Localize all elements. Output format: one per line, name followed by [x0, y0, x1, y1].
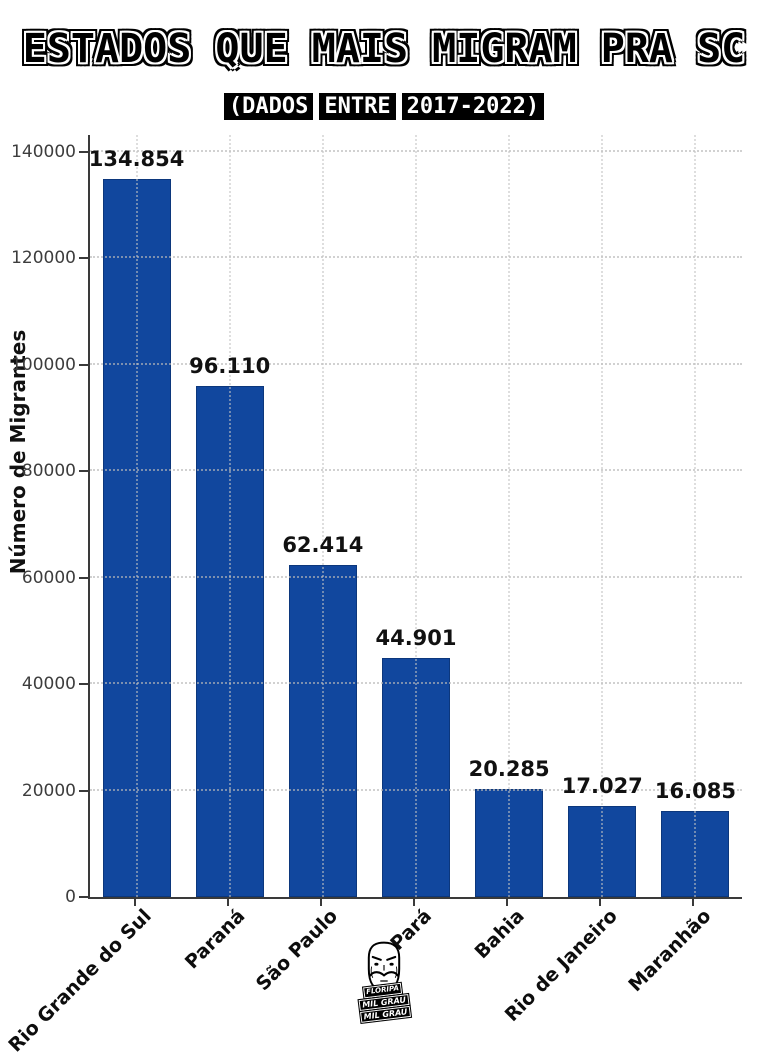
plot-area: 134.854 96.110 62.414 44.901 20.285 17.027 16.… [88, 135, 742, 899]
x-axis-label-text: Paraná [180, 905, 250, 974]
x-axis-label-text: Rio Grande do Sul [4, 905, 157, 1056]
subtitle-word-1: ENTRE [319, 93, 396, 120]
x-tick-mark [692, 899, 695, 906]
gridline-vertical [228, 135, 231, 897]
bar-value-label: 62.414 [282, 532, 364, 557]
y-tick-label: 0 [65, 887, 76, 907]
y-tick-label: 140000 [11, 142, 76, 162]
y-tick-label: 20000 [21, 780, 76, 801]
gridline-vertical [508, 135, 511, 897]
x-tick-mark [599, 899, 602, 906]
x-axis-label-text: Bahia [470, 905, 529, 964]
x-axis-label-text: São Paulo [252, 905, 343, 996]
bar-value-label: 20.285 [468, 757, 550, 782]
bar-value-label: 96.110 [189, 353, 271, 378]
gridline-vertical [694, 135, 697, 897]
y-tick-label: 100000 [11, 354, 76, 375]
x-axis-label-text: Maranhão [623, 905, 715, 997]
x-tick-mark [133, 899, 136, 906]
y-tick-label: 80000 [21, 461, 76, 482]
logo-text: FLORIPA MIL GRAU MIL GRAU [350, 980, 418, 1025]
gridline-vertical [321, 135, 324, 897]
y-tick-label: 40000 [21, 674, 76, 695]
chart-title: ESTADOS QUE MAIS MIGRAM PRA SC [22, 26, 746, 72]
chart-subtitle: (DADOS ENTRE 2017-2022) [0, 93, 768, 120]
bar-value-label: 16.085 [654, 779, 736, 804]
watermark-logo: FLORIPA MIL GRAU MIL GRAU [352, 940, 416, 1025]
y-tick-label: 120000 [11, 248, 76, 269]
gridline-vertical [135, 135, 138, 897]
y-tick-mark [79, 151, 88, 153]
bar-value-label: 134.854 [88, 147, 185, 172]
gridline-vertical [601, 135, 604, 897]
x-tick-mark [506, 899, 509, 906]
y-tick-mark [79, 789, 88, 792]
bar-value-label: 44.901 [375, 626, 457, 651]
y-tick-mark [79, 257, 88, 260]
bar-value-label: 17.027 [561, 774, 643, 799]
subtitle-word-0: (DADOS [223, 93, 314, 120]
y-tick-mark [79, 576, 88, 579]
x-tick-mark [319, 899, 322, 906]
x-tick-mark [413, 899, 415, 906]
subtitle-word-2: 2017-2022) [401, 93, 545, 120]
y-tick-mark [79, 683, 88, 686]
y-tick-mark [79, 363, 88, 366]
gridline-vertical [415, 135, 417, 897]
y-tick-mark [79, 470, 88, 473]
guy-fawkes-mask-icon [367, 941, 401, 992]
x-tick-mark [226, 899, 229, 906]
y-tick-mark [79, 896, 88, 898]
y-tick-label: 60000 [21, 567, 76, 588]
